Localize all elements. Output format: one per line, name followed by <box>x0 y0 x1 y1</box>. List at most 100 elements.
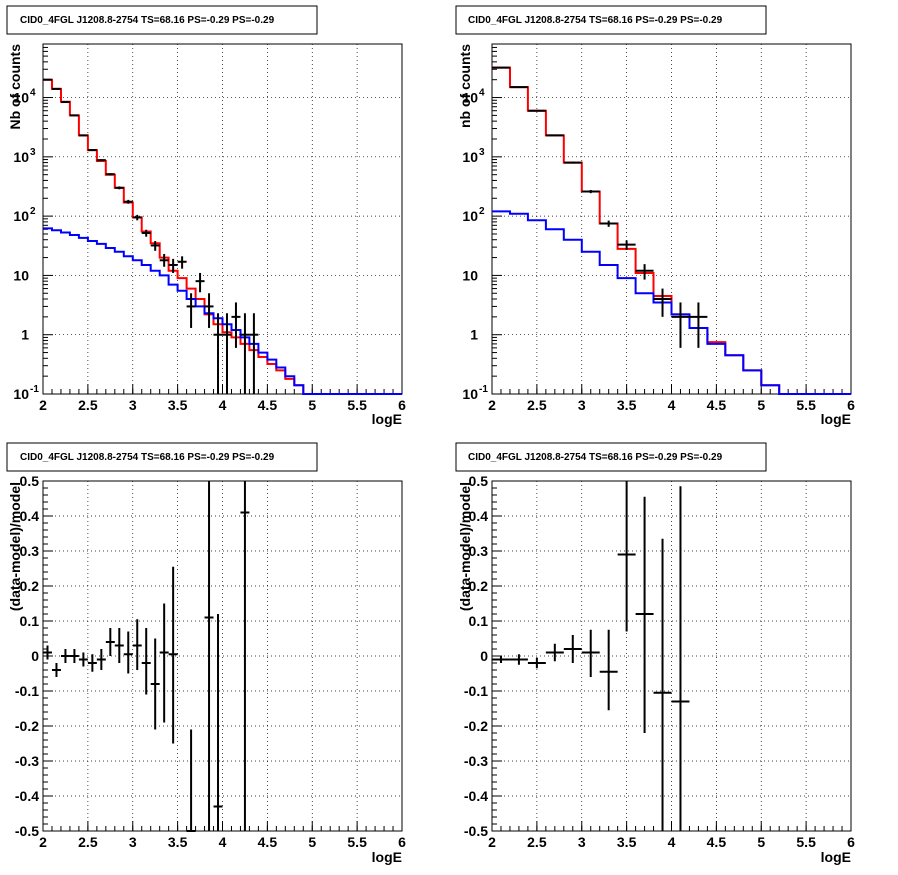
x-tick-label: 4 <box>668 397 676 413</box>
x-tick-label: 6 <box>847 397 855 413</box>
x-tick-label: 6 <box>847 834 855 850</box>
y-tick-label: 0.4 <box>20 508 40 524</box>
x-axis-label: logE <box>372 849 402 865</box>
x-tick-label: 6 <box>398 834 406 850</box>
title-box <box>6 5 318 35</box>
y-tick-label: 0.5 <box>469 473 489 489</box>
y-tick-label: -0.3 <box>15 753 39 769</box>
x-tick-label: 4.5 <box>258 397 278 413</box>
y-tick-label: 10 <box>462 208 478 224</box>
data-points <box>492 66 708 348</box>
x-tick-label: 2.5 <box>78 397 98 413</box>
x-tick-label: 4 <box>668 834 676 850</box>
y-tick-label: -0.5 <box>464 823 488 839</box>
y-axis-label: (data-model)/model <box>457 482 473 611</box>
y-tick-label: 10 <box>13 386 29 402</box>
y-axis-label: nb of counts <box>457 44 473 128</box>
x-tick-label: 4.5 <box>258 834 278 850</box>
chart-title: CID0_4FGL J1208.8-2754 TS=68.16 PS=-0.29… <box>468 452 723 463</box>
y-tick-label: 10 <box>462 386 478 402</box>
title-box <box>455 442 767 472</box>
x-tick-label: 4.5 <box>707 397 727 413</box>
y-tick-label: 0.2 <box>20 578 40 594</box>
x-axis: 2 2.5 3 3.5 4 4.5 5 5.5 6 <box>488 44 855 413</box>
y-tick-label: 1 <box>470 327 478 343</box>
y-tick-label: -0.2 <box>15 718 39 734</box>
y-tick-exponent: 4 <box>479 88 485 99</box>
y-tick-label: 10 <box>13 208 29 224</box>
y-tick-label: 0.3 <box>469 543 489 559</box>
y-tick-label: 10 <box>462 267 478 283</box>
residual-points <box>43 481 250 832</box>
x-tick-label: 2.5 <box>527 397 547 413</box>
title-box <box>6 442 318 472</box>
x-axis: 2 2.5 3 3.5 4 4.5 5 5.5 6 <box>39 44 406 413</box>
x-tick-label: 5 <box>308 397 316 413</box>
y-tick-label: 0.3 <box>20 543 40 559</box>
x-axis-label: logE <box>372 411 402 427</box>
chart-title: CID0_4FGL J1208.8-2754 TS=68.16 PS=-0.29… <box>468 15 723 26</box>
panel-counts-left: CID0_4FGL J1208.8-2754 TS=68.16 PS=-0.29… <box>6 5 406 427</box>
x-tick-label: 2 <box>39 834 47 850</box>
y-tick-label: -0.5 <box>15 823 39 839</box>
x-tick-label: 2.5 <box>527 834 547 850</box>
y-tick-label: 0.5 <box>20 473 40 489</box>
x-tick-label: 2 <box>39 397 47 413</box>
panel-residuals-right: CID0_4FGL J1208.8-2754 TS=68.16 PS=-0.29… <box>455 442 855 865</box>
y-tick-label: 10 <box>462 90 478 106</box>
x-tick-label: 3 <box>129 397 137 413</box>
x-tick-label: 5.5 <box>347 397 367 413</box>
panel-residuals-left: CID0_4FGL J1208.8-2754 TS=68.16 PS=-0.29… <box>6 442 406 865</box>
y-tick-label: -0.2 <box>464 718 488 734</box>
y-axis-label: (data-model)/model <box>7 482 23 611</box>
x-tick-label: 5.5 <box>347 834 367 850</box>
y-tick-label: 10 <box>13 149 29 165</box>
y-tick-exponent: 3 <box>30 147 36 158</box>
y-axis: -0.5 -0.4 -0.3 -0.2 -0.1 0 0.1 0.2 0.3 0.4 0.5 <box>464 473 851 839</box>
x-axis-label: logE <box>821 411 851 427</box>
y-tick-exponent: 4 <box>30 88 36 99</box>
y-tick-label: 10 <box>13 267 29 283</box>
y-tick-label: -0.4 <box>15 788 39 804</box>
y-tick-label: 1 <box>21 327 29 343</box>
x-tick-label: 3.5 <box>168 397 188 413</box>
x-axis-label: logE <box>821 849 851 865</box>
x-tick-label: 6 <box>398 397 406 413</box>
y-axis: -0.5 -0.4 -0.3 -0.2 -0.1 0 0.1 0.2 0.3 0.4 0.5 <box>15 473 402 839</box>
x-tick-label: 4.5 <box>707 834 727 850</box>
y-tick-label: 10 <box>13 90 29 106</box>
chart-title: CID0_4FGL J1208.8-2754 TS=68.16 PS=-0.29… <box>20 452 275 463</box>
y-tick-label: 0.1 <box>469 613 489 629</box>
y-tick-label: -0.4 <box>464 788 488 804</box>
model-background-histogram <box>492 210 851 395</box>
x-tick-label: 3 <box>129 834 137 850</box>
x-tick-label: 5 <box>757 834 765 850</box>
y-tick-label: -0.3 <box>464 753 488 769</box>
x-tick-label: 5.5 <box>796 397 816 413</box>
y-tick-label: -0.1 <box>464 683 488 699</box>
y-tick-exponent: 2 <box>30 206 36 217</box>
x-axis: 2 2.5 3 3.5 4 4.5 5 5.5 6 <box>39 481 406 850</box>
x-tick-label: 3.5 <box>617 397 637 413</box>
x-tick-label: 2 <box>488 397 496 413</box>
y-tick-exponent: -1 <box>479 384 488 395</box>
x-tick-label: 4 <box>219 397 227 413</box>
title-box <box>455 5 767 35</box>
x-tick-label: 2.5 <box>78 834 98 850</box>
y-axis-label: Nb of counts <box>7 44 23 130</box>
y-tick-label: 0.2 <box>469 578 489 594</box>
x-tick-label: 4 <box>219 834 227 850</box>
y-tick-label: -0.1 <box>15 683 39 699</box>
x-tick-label: 3.5 <box>617 834 637 850</box>
x-tick-label: 3 <box>578 397 586 413</box>
x-tick-label: 3.5 <box>168 834 188 850</box>
y-tick-label: 0.1 <box>20 613 40 629</box>
x-axis: 2 2.5 3 3.5 4 4.5 5 5.5 6 <box>488 481 855 850</box>
y-tick-exponent: 2 <box>479 206 485 217</box>
y-tick-label: 0 <box>31 648 39 664</box>
x-tick-label: 2 <box>488 834 496 850</box>
y-tick-label: 0 <box>480 648 488 664</box>
